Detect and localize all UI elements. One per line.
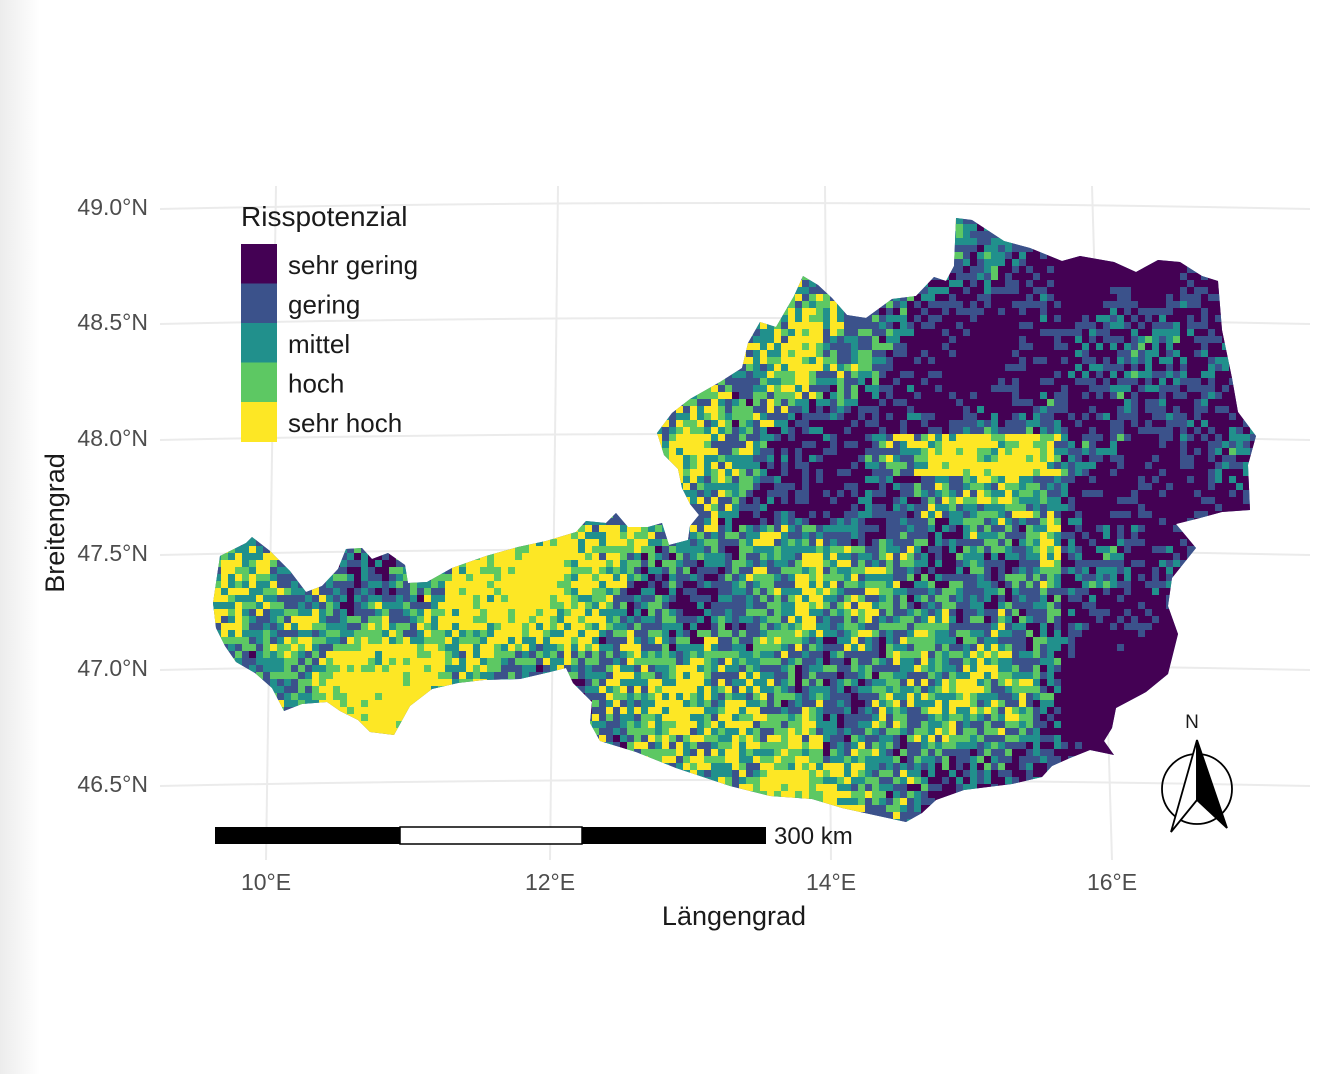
lon-tick-label: 16°E [1087, 869, 1137, 895]
latitude-tick-labels: 49.0°N 48.5°N 48.0°N 47.5°N 47.0°N 46.5°N [77, 194, 148, 797]
lat-tick-label: 46.5°N [77, 771, 148, 797]
longitude-tick-labels: 10°E 12°E 14°E 16°E [241, 869, 1137, 895]
legend: Risspotenzial sehr gering gering mittel hoc… [241, 201, 418, 442]
scale-bar: 300 km [215, 823, 853, 850]
y-axis-title: Breitengrad [40, 453, 70, 593]
legend-swatch [241, 402, 277, 442]
legend-label: gering [288, 290, 360, 320]
legend-items: sehr gering gering mittel hoch sehr hoch [241, 244, 418, 442]
scale-segment-1 [215, 827, 400, 844]
raster-cells [213, 218, 1256, 822]
scale-segment-2 [399, 826, 583, 845]
north-arrow-icon: N [1161, 712, 1233, 833]
lat-tick-label: 47.0°N [77, 655, 148, 681]
lon-tick-label: 14°E [806, 869, 856, 895]
x-axis-title: Längengrad [662, 901, 806, 931]
scale-segment-3 [582, 827, 766, 844]
legend-title: Risspotenzial [241, 201, 408, 232]
legend-label: sehr gering [288, 250, 418, 280]
legend-swatch [241, 283, 277, 324]
background-shade [0, 0, 40, 1074]
lat-gridline [159, 202, 1311, 210]
lat-tick-label: 49.0°N [77, 194, 148, 220]
legend-label: sehr hoch [288, 408, 402, 438]
legend-label: hoch [288, 369, 344, 399]
legend-swatch [241, 362, 277, 403]
legend-swatch [241, 323, 277, 363]
legend-swatch [241, 244, 277, 284]
north-label: N [1185, 712, 1199, 733]
lon-tick-label: 10°E [241, 869, 291, 895]
lat-tick-label: 48.0°N [77, 425, 148, 451]
lat-tick-label: 47.5°N [77, 540, 148, 566]
scale-label: 300 km [774, 823, 853, 850]
legend-label: mittel [288, 329, 350, 359]
austria-raster [213, 218, 1256, 822]
lon-tick-label: 12°E [525, 869, 575, 895]
lat-tick-label: 48.5°N [77, 309, 148, 335]
lon-gridline [549, 185, 559, 861]
